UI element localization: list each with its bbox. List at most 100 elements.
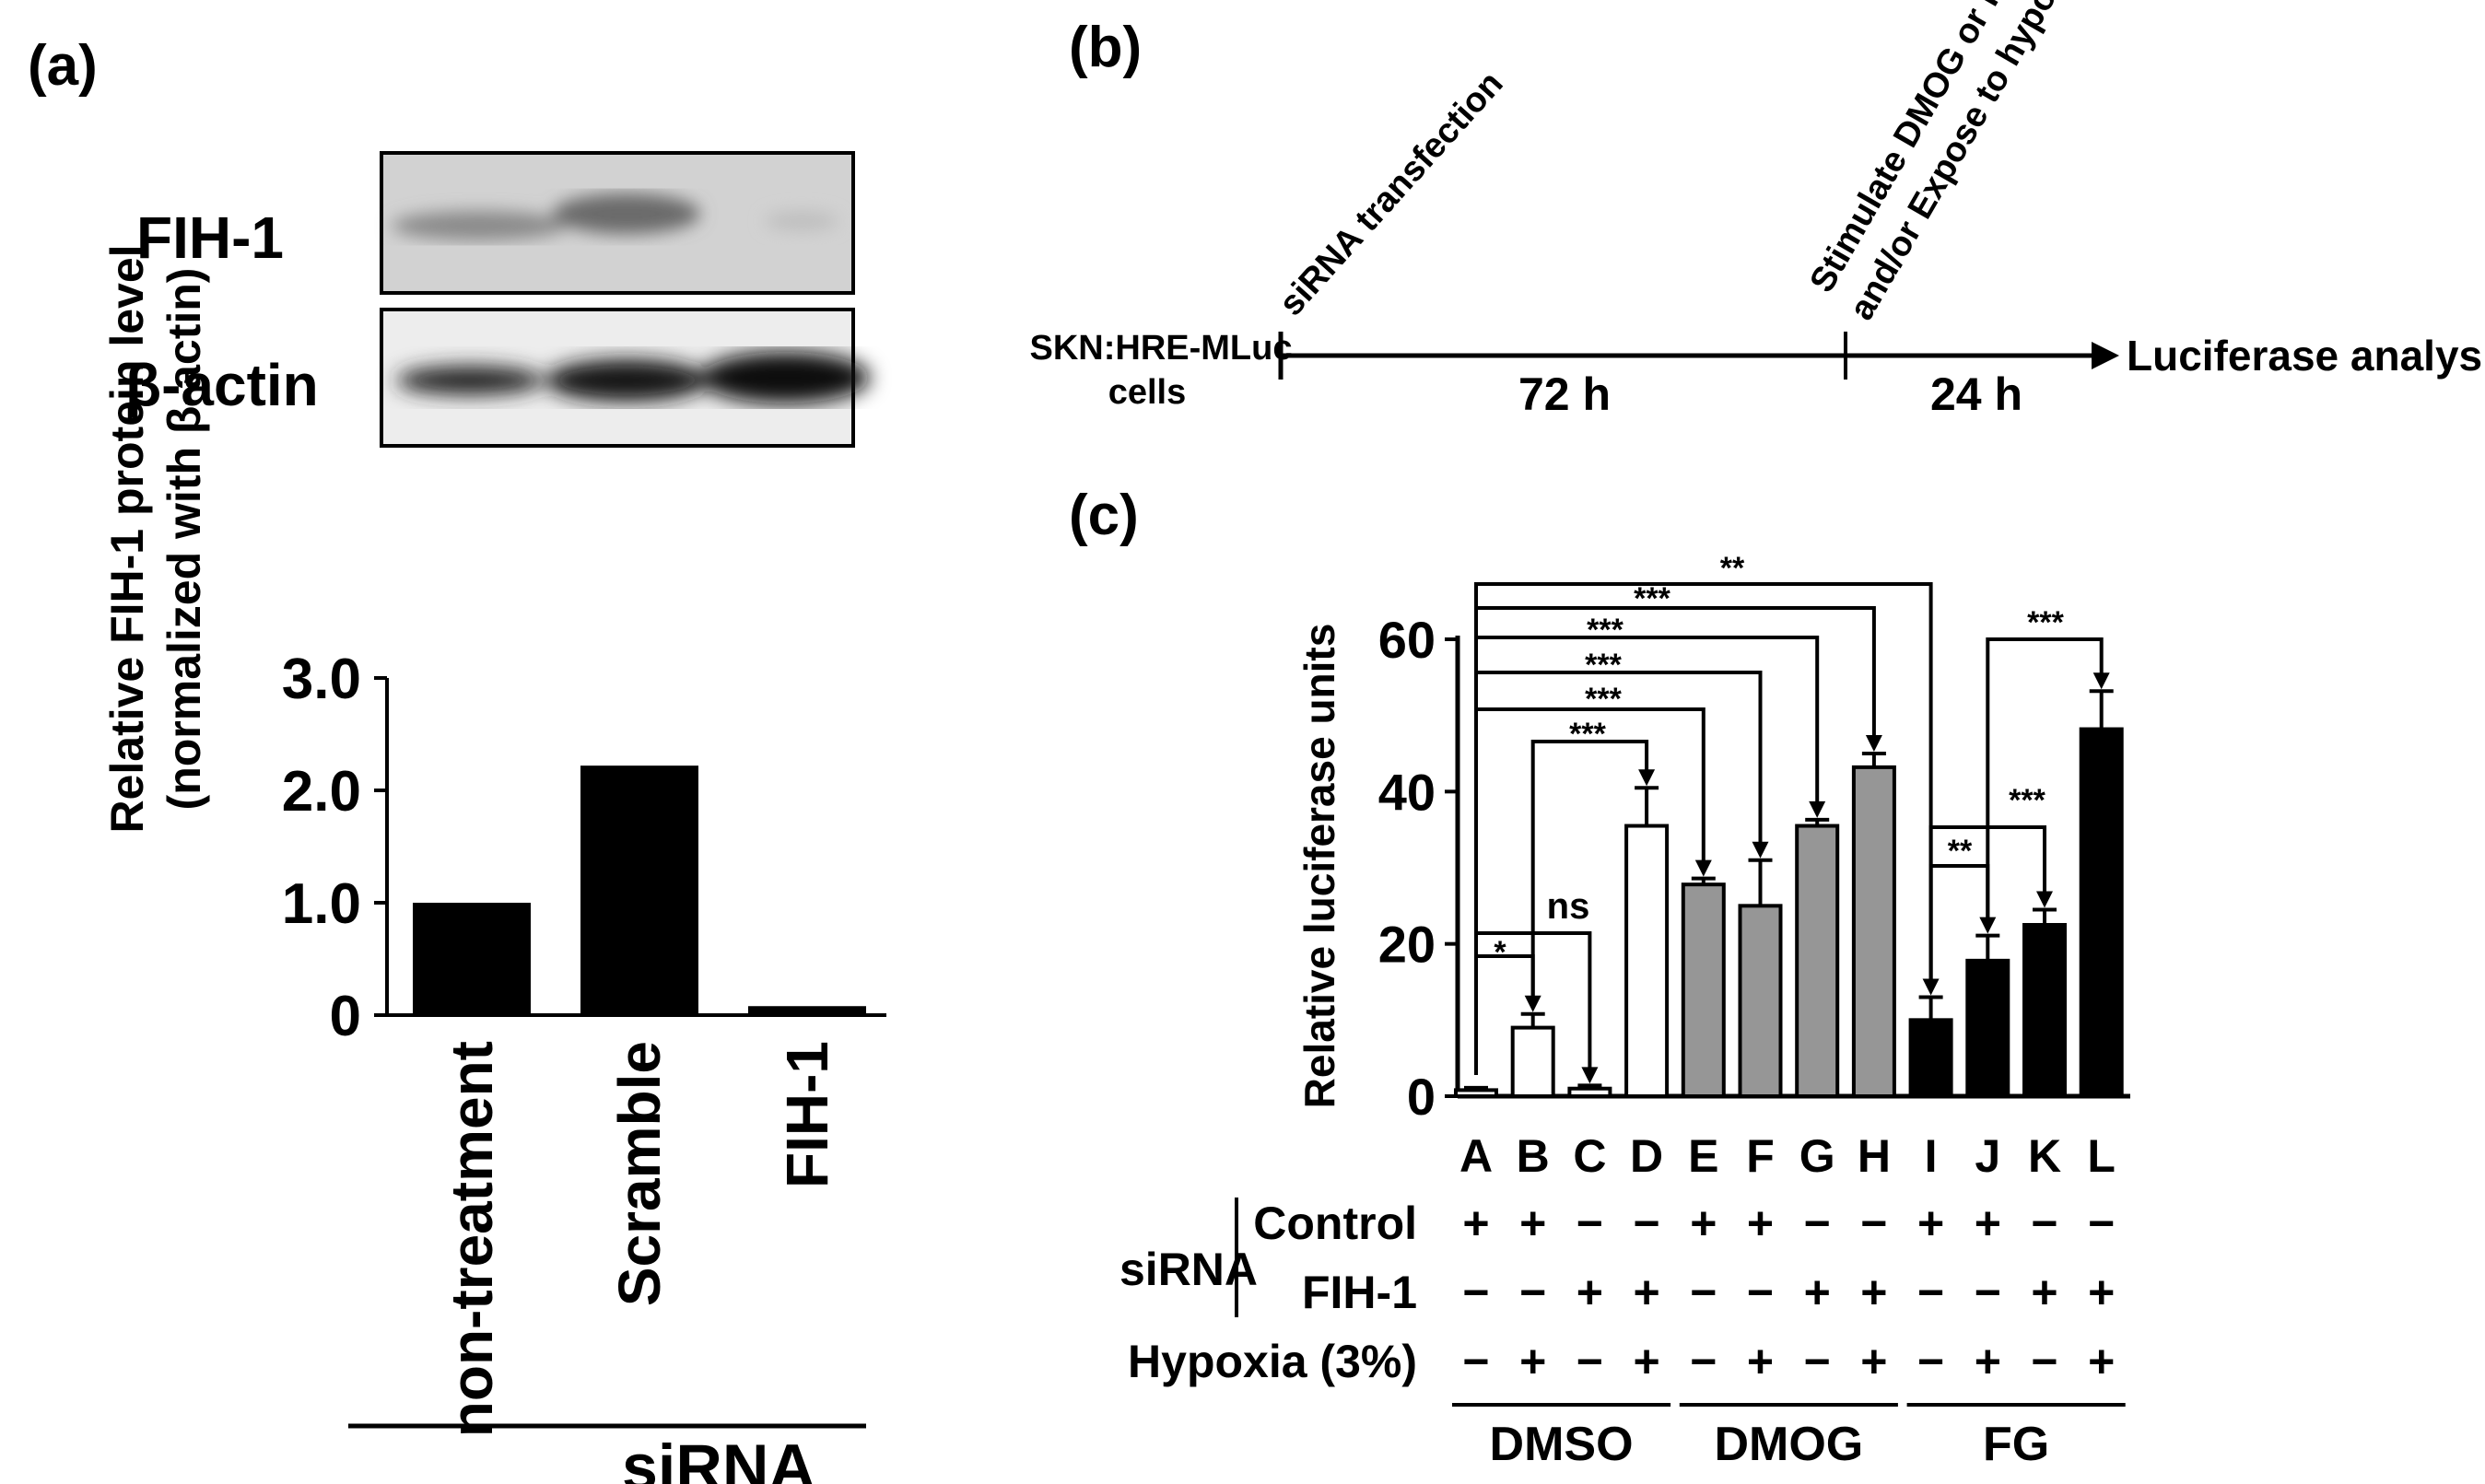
- significance-label: ***: [2009, 783, 2045, 818]
- chart-c-category-label: F: [1746, 1130, 1775, 1182]
- sign-control: +: [1975, 1198, 2001, 1249]
- significance-label: **: [1948, 834, 1973, 869]
- sign-control: +: [1747, 1198, 1774, 1249]
- chart-a-category-label: non-treatment: [439, 1041, 505, 1437]
- chart-a-ytick-label: 2.0: [282, 760, 361, 824]
- sign-control: +: [1917, 1198, 1944, 1249]
- chart-c-ytick-label: 40: [1378, 763, 1436, 821]
- sign-control: +: [1519, 1198, 1546, 1249]
- sign-fih: +: [1860, 1267, 1887, 1318]
- sign-fih: −: [1690, 1267, 1717, 1318]
- timeline-duration1: 72 h: [1518, 368, 1611, 420]
- significance-label: *: [1494, 935, 1506, 970]
- row-label-hypoxia: Hypoxia (3%): [1128, 1336, 1417, 1387]
- sign-fih: +: [1804, 1267, 1831, 1318]
- significance-arrowhead: [1581, 1067, 1599, 1084]
- significance-arrowhead: [2092, 672, 2110, 690]
- significance-arrowhead: [2036, 891, 2053, 908]
- chart-c-category-label: H: [1858, 1130, 1891, 1182]
- chart-c-category-label: L: [2087, 1130, 2116, 1182]
- actin-bands: [396, 352, 870, 403]
- sign-hypoxia: −: [1804, 1336, 1831, 1387]
- chart-a-bar: [748, 1006, 866, 1015]
- timeline-duration2: 24 h: [1930, 368, 2022, 420]
- chart-c-bar: [1738, 904, 1783, 1098]
- significance-label: ns: [1547, 886, 1590, 927]
- row-label-fih1: FIH-1: [1302, 1267, 1417, 1318]
- sign-hypoxia: −: [1690, 1336, 1717, 1387]
- chart-a-bar: [413, 903, 531, 1015]
- chart-a: Relative FIH-1 protein level (normalized…: [101, 244, 886, 1484]
- panel-label-b: (b): [1069, 16, 1142, 79]
- significance-bracket: [1530, 740, 1649, 1001]
- significance-arrowhead: [1524, 995, 1541, 1012]
- sign-control: −: [1633, 1198, 1659, 1249]
- sign-fih: −: [1975, 1267, 2001, 1318]
- significance-label: ***: [1569, 717, 1606, 752]
- group-label: DMOG: [1714, 1418, 1863, 1471]
- sign-fih: −: [1917, 1267, 1944, 1318]
- sign-fih: −: [1519, 1267, 1546, 1318]
- sign-hypoxia: +: [1633, 1336, 1659, 1387]
- chart-c-category-label: A: [1459, 1130, 1493, 1182]
- significance-arrowhead: [1809, 800, 1826, 818]
- sign-hypoxia: −: [1917, 1336, 1944, 1387]
- chart-c-bar: [1567, 1086, 1612, 1098]
- chart-c-ytick-label: 0: [1407, 1068, 1436, 1126]
- significance-arrowhead: [1922, 978, 1940, 996]
- chart-c-category-label: C: [1573, 1130, 1606, 1182]
- chart-c-bar: [2079, 727, 2124, 1099]
- significance-arrowhead: [1865, 735, 1882, 752]
- sign-control: −: [1577, 1198, 1603, 1249]
- chart-a-category-label: Scramble: [606, 1041, 673, 1306]
- chart-c-bar: [1908, 1018, 1953, 1099]
- sign-hypoxia: +: [1860, 1336, 1887, 1387]
- chart-c-bar: [1454, 1088, 1498, 1099]
- significance-arrowhead: [1638, 769, 1656, 787]
- sign-fih: +: [1633, 1267, 1659, 1318]
- sign-hypoxia: −: [1462, 1336, 1489, 1387]
- timeline-end: Luciferase analysis: [2127, 332, 2485, 380]
- chart-c-category-label: I: [1925, 1130, 1938, 1182]
- chart-c-category-label: B: [1517, 1130, 1550, 1182]
- timeline-start-line1: SKN:HRE-MLuc: [1030, 329, 1293, 368]
- chart-a-ylabel: Relative FIH-1 protein level (normalized…: [101, 244, 210, 833]
- sign-fih: +: [2031, 1267, 2057, 1318]
- chart-c-category-label: E: [1688, 1130, 1718, 1182]
- blot-label-actin: β-actin: [125, 352, 319, 418]
- panel-label-a: (a): [28, 34, 98, 98]
- chart-c-category-label: G: [1799, 1130, 1835, 1182]
- timeline-arrowhead: [2092, 342, 2119, 369]
- significance-label: **: [1720, 551, 1745, 586]
- sign-control: −: [2088, 1198, 2115, 1249]
- chart-c-category-label: K: [2028, 1130, 2061, 1182]
- significance-arrowhead: [1694, 859, 1712, 877]
- chart-c-bar: [1851, 765, 1896, 1098]
- fih1-bands: [392, 193, 838, 240]
- chart-a-group-label: siRNA: [622, 1431, 815, 1484]
- chart-a-ylabel-line1: Relative FIH-1 protein level: [101, 244, 153, 833]
- chart-a-ytick-label: 0: [330, 985, 361, 1048]
- chart-c-bar: [1681, 882, 1726, 1098]
- chart-c-category-label: J: [1975, 1130, 2000, 1182]
- panel-label-c: (c): [1069, 484, 1139, 547]
- chart-a-category-label: FIH-1: [774, 1041, 840, 1188]
- sign-hypoxia: +: [1747, 1336, 1774, 1387]
- chart-c-bar: [1965, 958, 2010, 1099]
- chart-c-ytick-label: 60: [1378, 611, 1436, 669]
- significance-arrowhead: [1752, 841, 1769, 859]
- sign-control: +: [1690, 1198, 1717, 1249]
- sign-fih: +: [1577, 1267, 1603, 1318]
- timeline-step1: siRNA transfection: [1272, 64, 1510, 323]
- group-label: FG: [1983, 1418, 2049, 1471]
- significance-bracket: [1986, 637, 2104, 923]
- significance-label: ***: [1587, 613, 1623, 648]
- sign-control: −: [2031, 1198, 2057, 1249]
- chart-c-bar: [1795, 824, 1840, 1098]
- chart-a-bar: [580, 765, 698, 1015]
- sign-control: −: [1804, 1198, 1831, 1249]
- blot-label-fih1: FIH-1: [136, 204, 284, 271]
- chart-a-ytick-label: 1.0: [282, 872, 361, 936]
- sign-hypoxia: −: [2031, 1336, 2057, 1387]
